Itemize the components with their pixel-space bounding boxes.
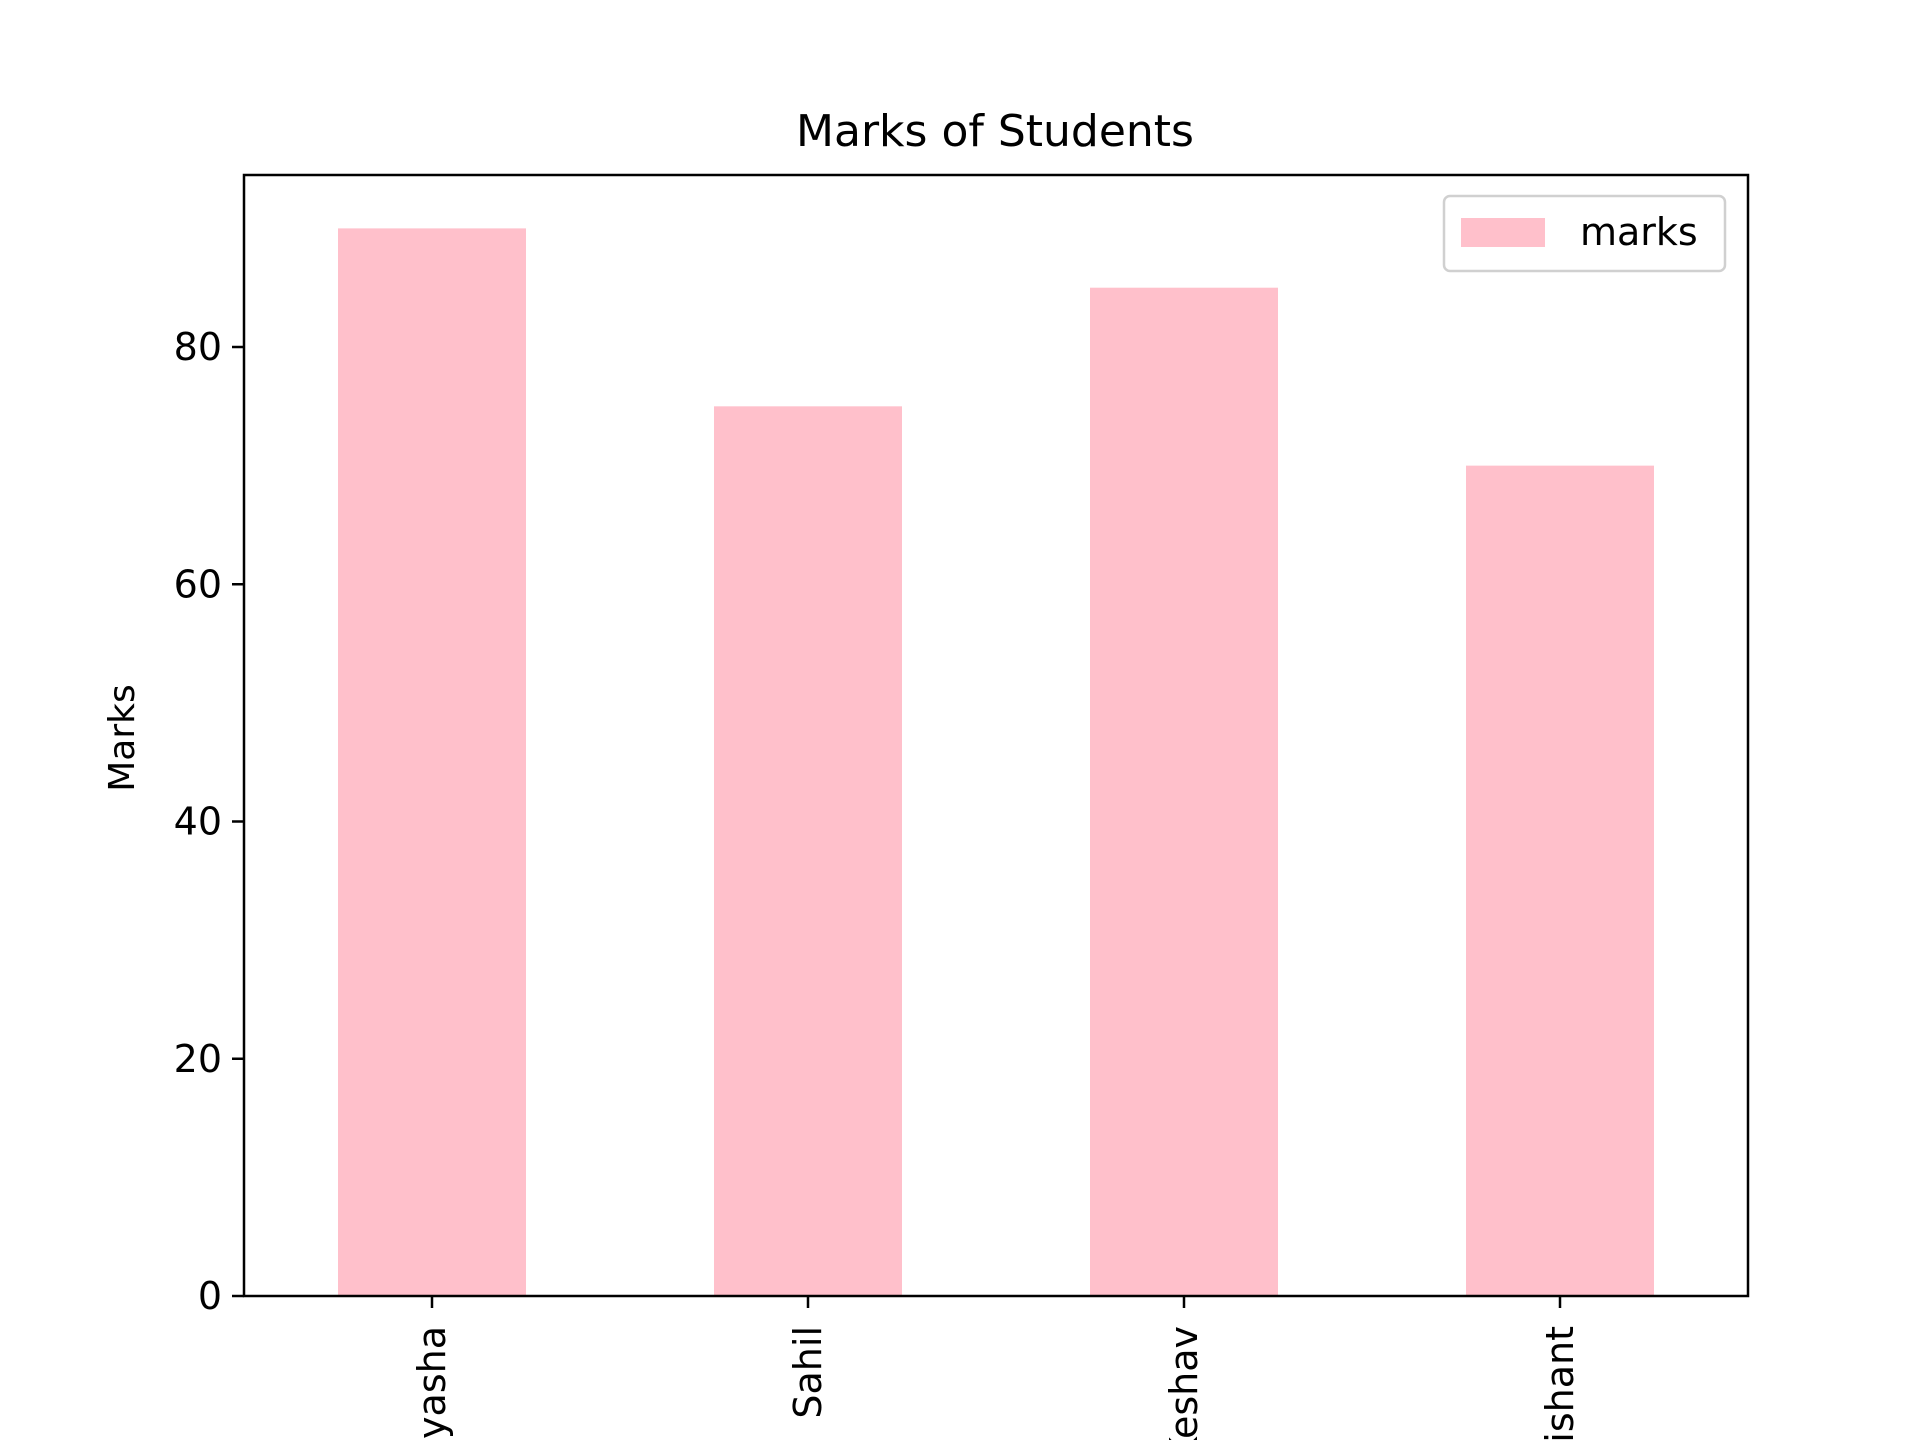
legend: marks — [1442, 194, 1727, 273]
bar-keshav — [1090, 287, 1278, 1296]
x-tick-label: Sahil — [786, 1326, 830, 1419]
y-tick-label: 40 — [174, 800, 222, 844]
legend-box — [1442, 194, 1727, 273]
legend-label: marks — [1580, 210, 1698, 254]
y-axis-ticks: 0 20 40 60 80 — [174, 325, 244, 1318]
bar-sahil — [714, 406, 902, 1296]
y-axis-label: Marks — [102, 684, 143, 792]
y-tick-label: 60 — [174, 562, 222, 606]
x-axis-ticks: Vidyasha Sahil Keshav Nishant — [410, 1296, 1582, 1445]
bars-layer — [338, 228, 1654, 1296]
legend-swatch — [1461, 218, 1545, 247]
x-tick-label: Keshav — [1162, 1326, 1206, 1440]
x-tick-label: Vidyasha — [410, 1326, 454, 1440]
bar-vidyasha — [338, 228, 526, 1296]
y-tick-label: 0 — [198, 1274, 222, 1318]
plot-area-frame — [242, 173, 1750, 1298]
y-tick-label: 80 — [174, 325, 222, 369]
bar-nishant — [1466, 465, 1654, 1296]
x-tick-label: Nishant — [1538, 1326, 1582, 1440]
y-tick-label: 20 — [174, 1037, 222, 1081]
chart-title: Marks of Students — [796, 106, 1194, 157]
